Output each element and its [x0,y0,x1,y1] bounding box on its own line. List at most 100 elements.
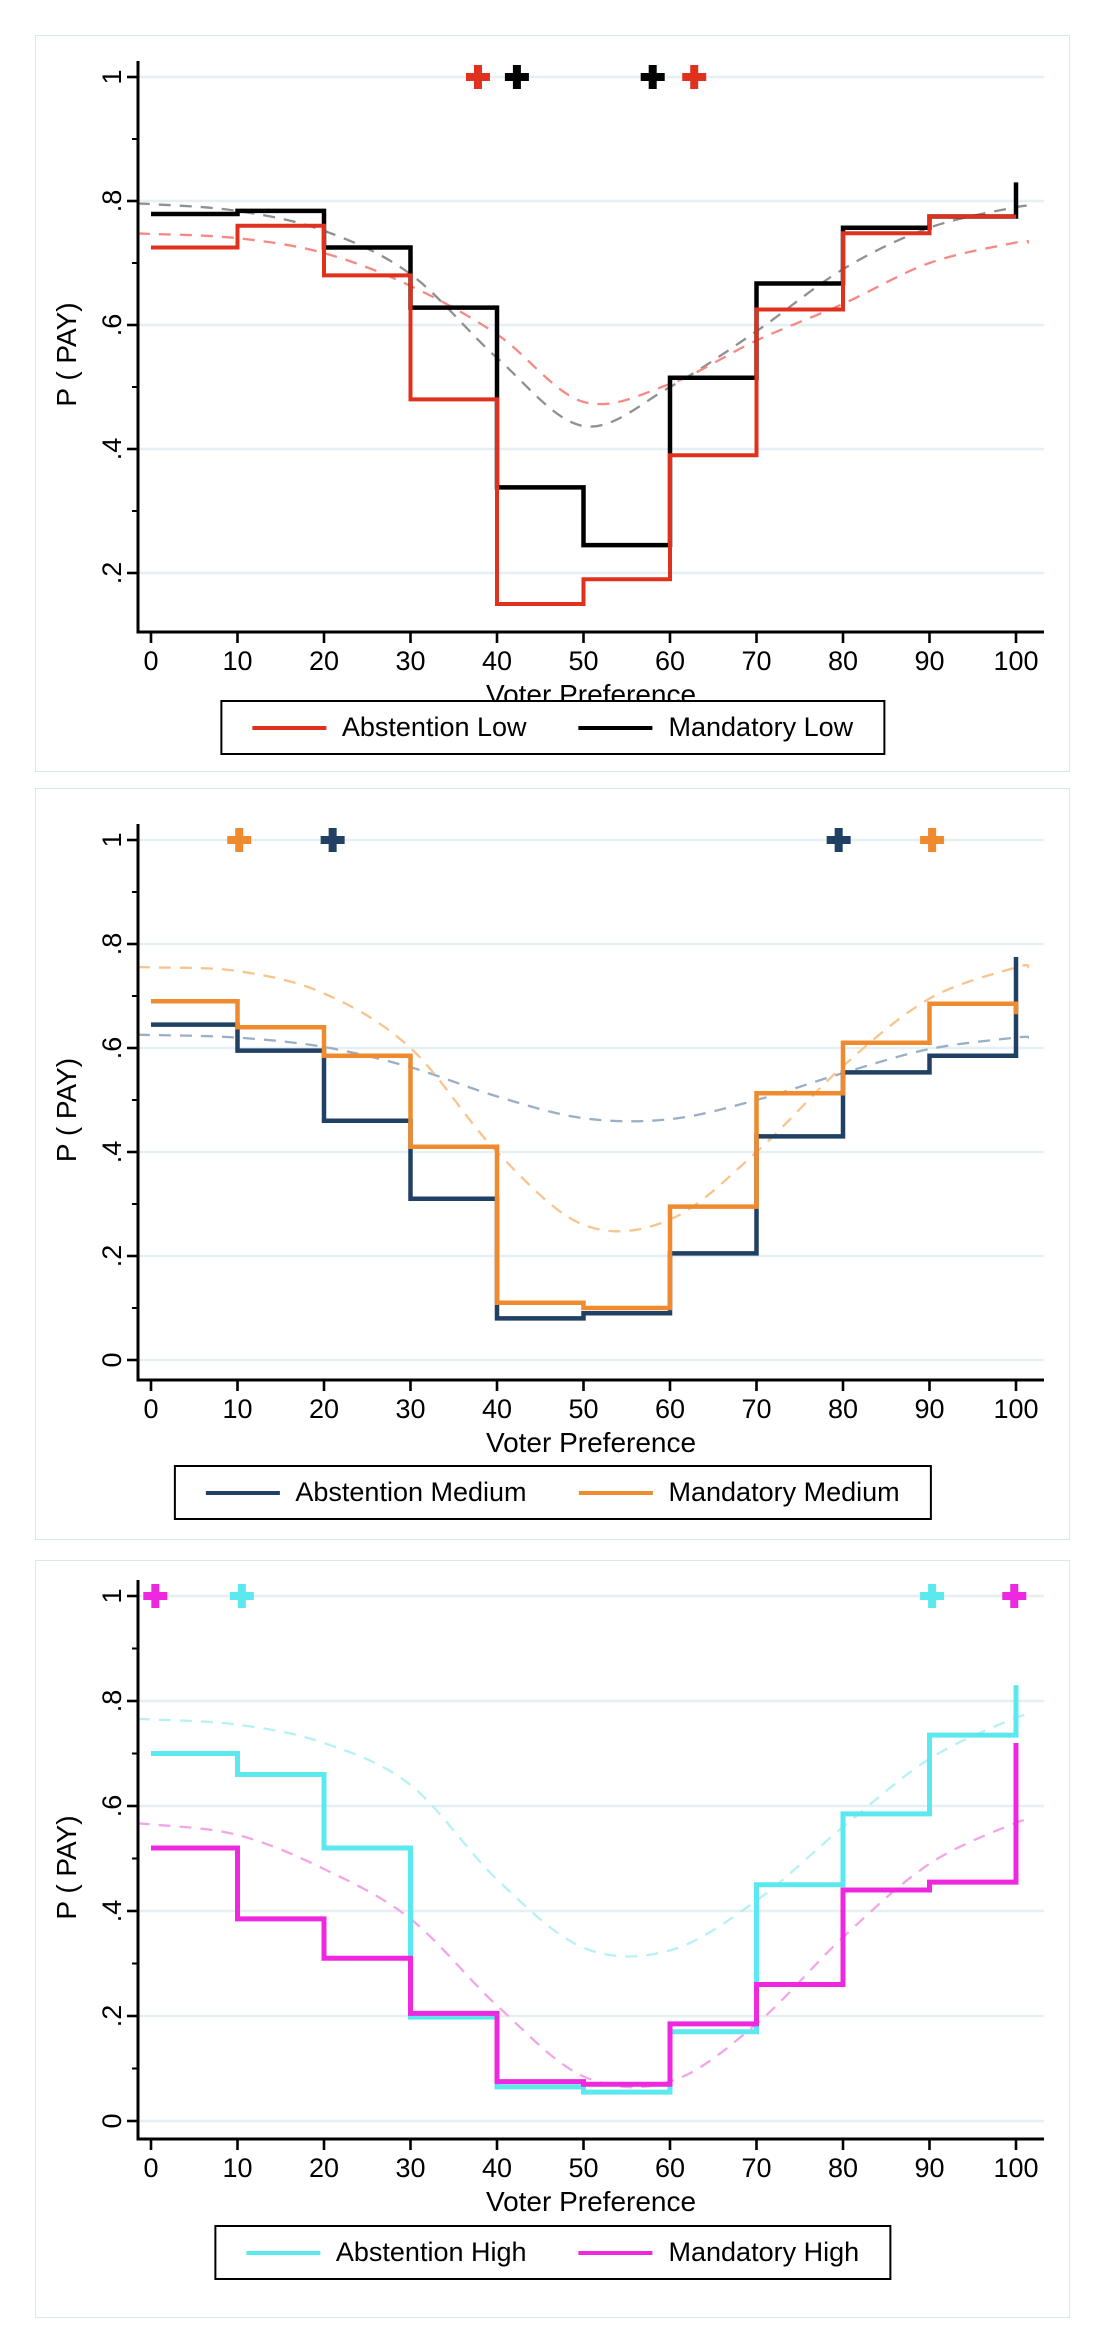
legend-label: Abstention High [335,2237,527,2267]
x-tick-label: 90 [914,646,944,676]
y-tick-label: .6 [97,1037,127,1060]
legend-entry: Abstention Medium [205,1477,527,1507]
x-tick-label: 70 [741,646,771,676]
plus-marker-mandatory-medium [227,828,252,852]
legend-line-sample [251,725,326,730]
fit-curve-mandatory-low [137,202,1030,428]
legend-low: Abstention Low Mandatory Low [219,700,886,755]
x-tick-label: 20 [309,646,339,676]
y-axis-ticks: 1 .8 .6 .4 .2 [97,69,138,584]
x-tick-label: 0 [143,646,158,676]
x-tick-label: 100 [993,1394,1038,1424]
x-tick-label: 30 [395,2153,425,2183]
x-tick-label: 50 [568,2153,598,2183]
y-tick-label: .4 [97,1141,127,1164]
legend-entry: Abstention Low [251,712,527,742]
plus-marker-abstention-medium [320,828,345,852]
fit-curve-abstention-high [137,1713,1030,1958]
y-axis-title: P ( PAY) [51,1815,82,1919]
indifference-markers [227,828,945,852]
plus-marker-mandatory-medium [920,828,945,852]
legend-medium: Abstention Medium Mandatory Medium [173,1465,932,1520]
x-tick-label: 70 [741,2153,771,2183]
x-tick-label: 10 [222,1394,252,1424]
x-tick-label: 0 [143,1394,158,1424]
legend-entry: Mandatory High [578,2239,859,2266]
axis-lines [136,1580,1044,2141]
gridlines [138,838,1044,1362]
y-tick-label: 1 [97,1588,127,1603]
x-tick-label: 0 [143,2153,158,2183]
x-tick-label: 10 [222,646,252,676]
step-line-mandatory-high [151,1743,1019,2087]
x-tick-label: 40 [482,2153,512,2183]
gridlines [138,1594,1044,2123]
y-axis-title: P ( PAY) [51,1058,82,1162]
chart-panel-high: 1 .8 .6 .4 .2 0 0 10 20 30 40 50 60 70 80 90 100 Voter Pr… [35,1560,1070,2318]
chart-panel-medium: 1 .8 .6 .4 .2 0 0 10 20 30 40 50 60 70 80 90 100 Voter Pr… [35,788,1070,1540]
legend-line-sample [245,2250,320,2255]
step-line-abstention-medium [151,957,1019,1321]
x-tick-label: 80 [828,1394,858,1424]
fit-curve-abstention-medium [137,1033,1030,1123]
chart-panel-low: 1.8.6.4.2 0 10 20 30 40 50 60 70 80 90 100 Voter Pre… [35,35,1070,772]
step-line-mandatory-low [151,182,1019,548]
plus-marker-abstention-low [682,65,707,89]
y-axis-title: P ( PAY) [51,302,82,406]
legend-label: Abstention Low [341,712,527,742]
x-tick-label: 60 [655,2153,685,2183]
x-tick-label: 40 [482,646,512,676]
fit-curve-mandatory-medium [137,963,1030,1233]
legend-line-sample [578,725,653,730]
x-tick-label: 90 [914,2153,944,2183]
y-tick-label: .2 [97,562,127,585]
plot-high: 1 .8 .6 .4 .2 0 0 10 20 30 40 50 60 70 80 90 100 Voter Pr… [51,1580,1044,2217]
x-tick-label: 40 [482,1394,512,1424]
legend-label: Abstention Medium [295,1477,527,1507]
fit-curve-abstention-low [137,232,1030,406]
x-axis-ticks: 0 10 20 30 40 50 60 70 80 90 100 [143,2139,1039,2183]
plus-marker-abstention-high [229,1584,254,1608]
plus-marker-abstention-low [465,65,490,89]
step-line-mandatory-medium [151,998,1019,1311]
x-axis-title: Voter Preference [486,1427,696,1458]
plus-marker-mandatory-low [504,65,529,89]
step-line-abstention-low [151,214,1016,606]
x-tick-label: 80 [828,646,858,676]
legend-high: Abstention High Mandatory High [213,2225,892,2280]
x-tick-label: 60 [655,1394,685,1424]
y-axis-ticks: 1 .8 .6 .4 .2 0 [97,832,138,1368]
legend-entry: Abstention High [245,2237,527,2267]
legend-line-sample [578,2250,653,2255]
x-tick-label: 10 [222,2153,252,2183]
x-tick-label: 50 [568,646,598,676]
x-tick-label: 20 [309,2153,339,2183]
y-tick-label: .6 [97,1795,127,1818]
gridlines [138,75,1044,575]
legend-label: Mandatory Low [668,712,854,742]
y-tick-label: .4 [97,1900,127,1923]
y-axis-ticks: 1 .8 .6 .4 .2 0 [97,1588,138,2129]
plus-marker-mandatory-high [143,1584,168,1608]
x-tick-label: 90 [914,1394,944,1424]
y-tick-label: .4 [97,438,127,461]
indifference-markers [465,65,707,89]
y-tick-label: .8 [97,1690,127,1713]
plus-marker-mandatory-high [1002,1584,1027,1608]
plot-medium: 1 .8 .6 .4 .2 0 0 10 20 30 40 50 60 70 80 90 100 Voter Pr… [51,824,1044,1458]
y-tick-label: .2 [97,2005,127,2028]
x-tick-label: 20 [309,1394,339,1424]
legend-entry: Mandatory Medium [578,1479,900,1506]
x-tick-label: 50 [568,1394,598,1424]
x-axis-title: Voter Preference [486,2186,696,2217]
x-tick-label: 80 [828,2153,858,2183]
axis-lines [136,824,1044,1382]
legend-line-sample [578,1490,653,1495]
legend-line-sample [205,1490,280,1495]
fit-curve-mandatory-high [137,1818,1030,2089]
y-tick-label: .8 [97,190,127,213]
y-tick-label: 0 [97,2113,127,2128]
y-tick-label: 1 [97,832,127,847]
